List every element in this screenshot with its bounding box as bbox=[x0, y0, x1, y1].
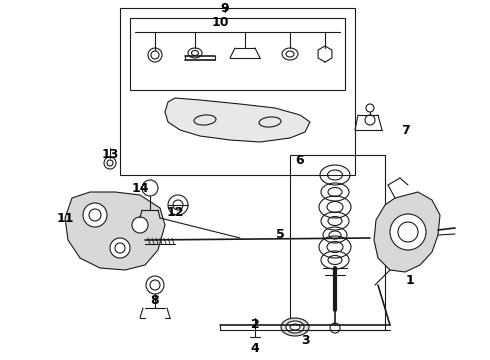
Text: 11: 11 bbox=[56, 211, 74, 225]
Text: 5: 5 bbox=[275, 229, 284, 242]
Bar bbox=[290, 155, 385, 330]
Polygon shape bbox=[374, 192, 440, 272]
Text: 10: 10 bbox=[211, 15, 229, 28]
Circle shape bbox=[132, 217, 148, 233]
Text: 12: 12 bbox=[166, 206, 184, 219]
Polygon shape bbox=[165, 98, 310, 142]
Text: 7: 7 bbox=[401, 123, 409, 136]
Text: 3: 3 bbox=[301, 333, 309, 346]
Text: 14: 14 bbox=[131, 181, 149, 194]
Bar bbox=[120, 8, 355, 175]
Text: 9: 9 bbox=[220, 1, 229, 14]
Ellipse shape bbox=[286, 321, 304, 333]
Text: 1: 1 bbox=[406, 274, 415, 287]
Text: 2: 2 bbox=[250, 319, 259, 332]
Bar bbox=[130, 18, 345, 90]
Text: 4: 4 bbox=[250, 342, 259, 355]
Text: 13: 13 bbox=[101, 148, 119, 162]
Text: 8: 8 bbox=[151, 293, 159, 306]
Text: 6: 6 bbox=[295, 153, 304, 166]
Circle shape bbox=[390, 214, 426, 250]
Polygon shape bbox=[65, 192, 165, 270]
Circle shape bbox=[110, 238, 130, 258]
Circle shape bbox=[83, 203, 107, 227]
Ellipse shape bbox=[281, 318, 309, 336]
